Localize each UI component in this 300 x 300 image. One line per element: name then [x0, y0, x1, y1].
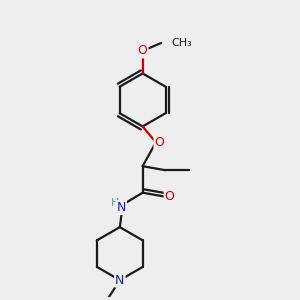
Text: O: O	[154, 136, 164, 149]
Text: O: O	[138, 44, 148, 57]
Text: H: H	[111, 198, 120, 208]
Text: CH₃: CH₃	[172, 38, 192, 48]
Text: N: N	[117, 201, 126, 214]
Text: N: N	[115, 274, 124, 286]
Text: O: O	[165, 190, 175, 203]
